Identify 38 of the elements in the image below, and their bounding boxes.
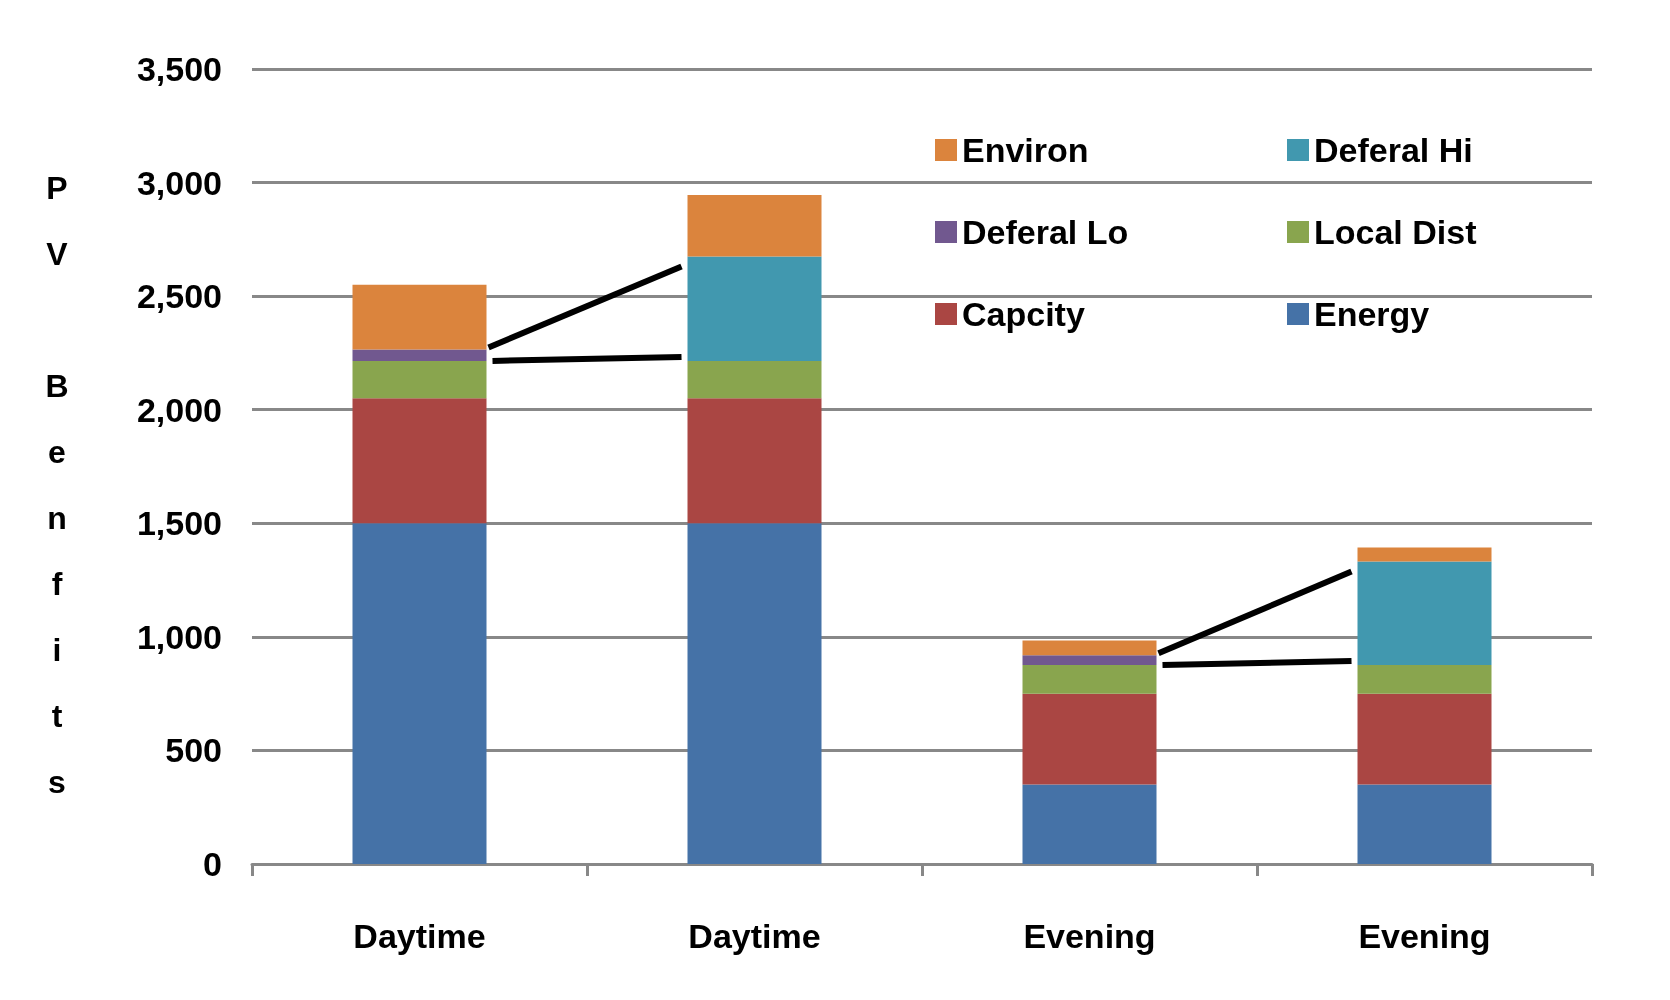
bar: [1022, 665, 1157, 694]
y-axis-title: PV Benfits: [38, 170, 75, 830]
x-tick-label: Daytime: [688, 917, 821, 955]
legend-label: Environ: [962, 131, 1089, 169]
y-tick-label: 2,500: [136, 277, 222, 316]
bar: [1357, 547, 1492, 562]
y-tick-label: 1,000: [136, 617, 222, 656]
bar: [1357, 784, 1492, 864]
bar: [687, 256, 822, 361]
bar: [687, 523, 822, 864]
bar: [1022, 655, 1157, 666]
bar: [352, 360, 487, 399]
bar: [352, 523, 487, 864]
bar: [1357, 693, 1492, 785]
y-tick-label: 0: [203, 845, 222, 883]
y-tick-label: 3,500: [136, 50, 222, 88]
legend-label: Deferal Lo: [962, 213, 1129, 251]
bar: [1022, 693, 1157, 785]
y-tick-label: 2,000: [136, 390, 222, 429]
bar: [352, 398, 487, 524]
bar: [687, 195, 822, 257]
x-tick-label: Daytime: [353, 917, 486, 955]
legend-label: Energy: [1314, 295, 1430, 333]
bar: [687, 398, 822, 524]
legend-label: Deferal Hi: [1314, 131, 1473, 169]
bar: [1022, 784, 1157, 864]
x-tick-label: Evening: [1023, 917, 1156, 955]
y-tick-label: 3,000: [136, 163, 222, 202]
y-tick-label: 500: [165, 731, 222, 770]
y-tick-label: 1,500: [136, 504, 222, 543]
legend-label: Local Dist: [1314, 213, 1477, 251]
bar: [1357, 561, 1492, 666]
bar: [687, 360, 822, 399]
bar: [352, 349, 487, 361]
legend-label: Capcity: [962, 295, 1085, 333]
bar: [1357, 665, 1492, 694]
x-tick-label: Evening: [1358, 917, 1491, 955]
bar: [1022, 640, 1157, 656]
